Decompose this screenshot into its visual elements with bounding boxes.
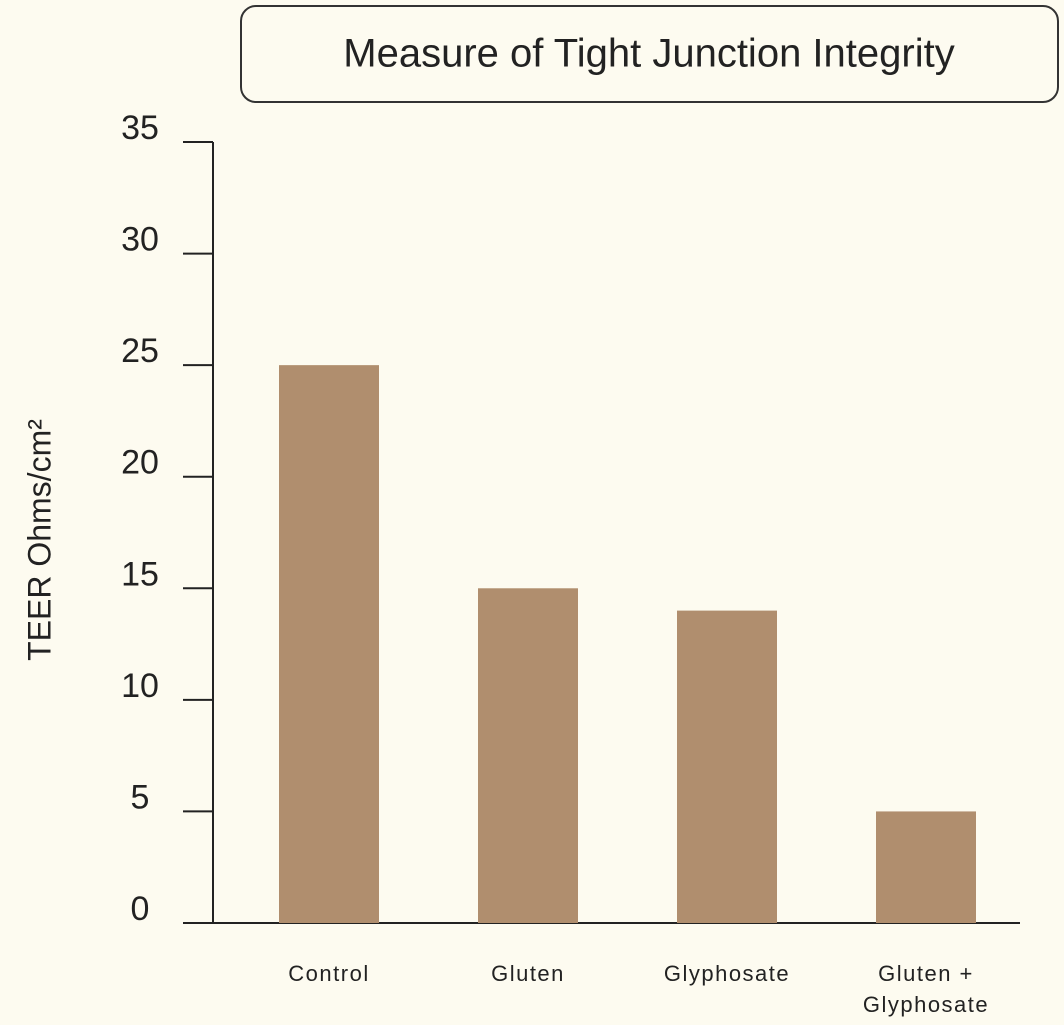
x-tick-label: Gluten + Glyphosate xyxy=(862,961,990,1017)
bar xyxy=(677,610,777,923)
y-tick-label: 35 xyxy=(121,109,159,147)
y-tick-label: 30 xyxy=(121,221,159,259)
y-tick-label: 0 xyxy=(131,890,150,928)
x-tick-label: Gluten xyxy=(491,961,565,986)
title-box xyxy=(240,5,1059,103)
y-axis-label: TEER Ohms/cm² xyxy=(21,419,57,661)
bar xyxy=(876,811,976,923)
y-tick-label: 20 xyxy=(121,444,159,482)
y-tick-label: 25 xyxy=(121,332,159,370)
y-tick-label: 15 xyxy=(121,555,159,593)
x-tick-label: Control xyxy=(288,961,370,986)
y-tick-label: 10 xyxy=(121,667,159,705)
bar xyxy=(279,365,379,924)
y-tick-label: 5 xyxy=(131,778,150,816)
bar xyxy=(478,588,578,923)
x-tick-label: Glyphosate xyxy=(663,961,791,986)
chart-title: Measure of Tight Junction Integrity xyxy=(343,32,954,76)
